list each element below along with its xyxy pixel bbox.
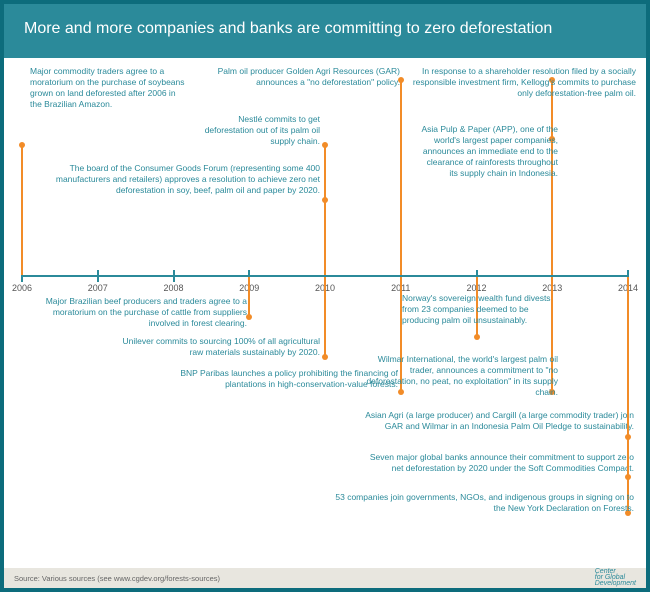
year-label: 2007 (88, 283, 108, 293)
event-text: Norway's sovereign wealth fund divests f… (402, 293, 562, 326)
logo-text: Centerfor GlobalDevelopment (595, 569, 636, 588)
event-dot (322, 142, 328, 148)
event-text: 53 companies join governments, NGOs, and… (334, 492, 634, 514)
timeline-content: 200620072008200920102011201220132014Majo… (4, 58, 646, 553)
event-text: Seven major global banks announce their … (360, 452, 634, 474)
event-text: Palm oil producer Golden Agri Resources … (210, 66, 400, 88)
event-stem (400, 80, 402, 275)
infographic-frame: More and more companies and banks are co… (0, 0, 650, 592)
event-dot (322, 354, 328, 360)
event-text: The board of the Consumer Goods Forum (r… (40, 163, 320, 196)
event-stem (21, 145, 23, 275)
page-title: More and more companies and banks are co… (24, 18, 626, 40)
event-text: Wilmar International, the world's larges… (360, 354, 558, 398)
event-text: Major commodity traders agree to a morat… (30, 66, 188, 110)
axis-tick (173, 270, 175, 282)
event-text: Nestlé commits to get deforestation out … (190, 114, 320, 147)
footer: Source: Various sources (see www.cgdev.o… (4, 568, 646, 588)
event-text: Asian Agri (a large producer) and Cargil… (354, 410, 634, 432)
event-text: Major Brazilian beef producers and trade… (22, 296, 247, 329)
event-stem (324, 277, 326, 357)
event-stem (248, 277, 250, 317)
event-dot (474, 334, 480, 340)
event-stem (627, 277, 629, 513)
event-stem (324, 145, 326, 275)
year-label: 2006 (12, 283, 32, 293)
year-label: 2008 (163, 283, 183, 293)
header: More and more companies and banks are co… (4, 4, 646, 58)
event-dot (19, 142, 25, 148)
event-dot (246, 314, 252, 320)
event-text: Asia Pulp & Paper (APP), one of the worl… (420, 124, 558, 179)
source-text: Source: Various sources (see www.cgdev.o… (14, 574, 220, 583)
axis-tick (97, 270, 99, 282)
event-text: Unilever commits to sourcing 100% of all… (114, 336, 320, 358)
event-text: In response to a shareholder resolution … (406, 66, 636, 99)
